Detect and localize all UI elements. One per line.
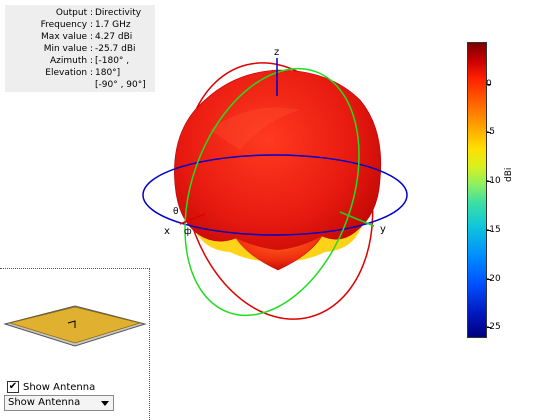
x-axis	[179, 213, 206, 225]
pattern-lower-lobe	[236, 236, 322, 270]
colorbar-tick-label: -5	[486, 127, 495, 137]
min-value-label: Min value :	[43, 44, 93, 54]
y-axis	[339, 211, 375, 227]
z-axis-label: z	[274, 47, 279, 58]
show-antenna-dropdown-value: Show Antenna	[8, 397, 81, 408]
show-antenna-checkbox-label: Show Antenna	[23, 382, 96, 393]
colorbar-tick	[487, 84, 491, 85]
pattern-highlight	[210, 107, 300, 150]
x-axis-label: x	[164, 226, 170, 237]
frequency-value: 1.7 GHz	[95, 20, 131, 30]
colorbar-tick-label: -20	[486, 274, 501, 284]
chevron-down-icon[interactable]	[101, 401, 109, 406]
max-value: 4.27 dBi	[95, 32, 133, 42]
colorbar-unit-label: dBi	[504, 167, 514, 182]
output-label: Output :	[55, 8, 93, 18]
theta-label: θ	[173, 207, 179, 217]
max-value-label: Max value :	[41, 32, 93, 42]
antenna-view-frame	[0, 268, 150, 420]
phi-label: ф	[184, 227, 192, 237]
output-value: Directivity	[95, 8, 142, 18]
info-panel: Output : Directivity Frequency :1.7 GHz M…	[5, 5, 155, 92]
colorbar-tick	[487, 230, 491, 231]
frequency-label: Frequency :	[40, 20, 93, 30]
azimuth-circle	[142, 154, 408, 236]
colorbar-tick	[487, 327, 491, 328]
show-antenna-dropdown[interactable]: Show Antenna	[4, 395, 114, 411]
elevation-range: [-90° , 90°]	[95, 80, 146, 90]
colorbar-tick-label: -25	[486, 322, 501, 332]
azimuth-label: Azimuth :	[50, 56, 93, 66]
azimuth-value: [-180° ,	[95, 56, 130, 66]
elevation-circle-green	[184, 67, 360, 317]
colorbar-tick	[487, 132, 491, 133]
feed-point-icon	[67, 320, 76, 328]
min-value: -25.7 dBi	[95, 44, 136, 54]
colorbar	[467, 42, 491, 338]
colorbar-tick	[487, 181, 491, 182]
checkbox-check-icon[interactable]: ✔	[7, 381, 19, 393]
colorbar-gradient	[467, 42, 487, 338]
colorbar-tick	[487, 279, 491, 280]
colorbar-tick-label: -15	[486, 225, 501, 235]
colorbar-tick-label: 0	[486, 79, 492, 89]
elevation-label: Elevation :	[45, 68, 93, 78]
elevation-value: 180°]	[95, 68, 121, 78]
y-axis-label: y	[380, 224, 386, 235]
radiation-pattern-lobe	[174, 69, 382, 271]
show-antenna-checkbox[interactable]: ✔ Show Antenna	[7, 381, 95, 394]
colorbar-tick-label: -10	[486, 176, 501, 186]
antenna-thumbnail[interactable]	[0, 290, 150, 360]
